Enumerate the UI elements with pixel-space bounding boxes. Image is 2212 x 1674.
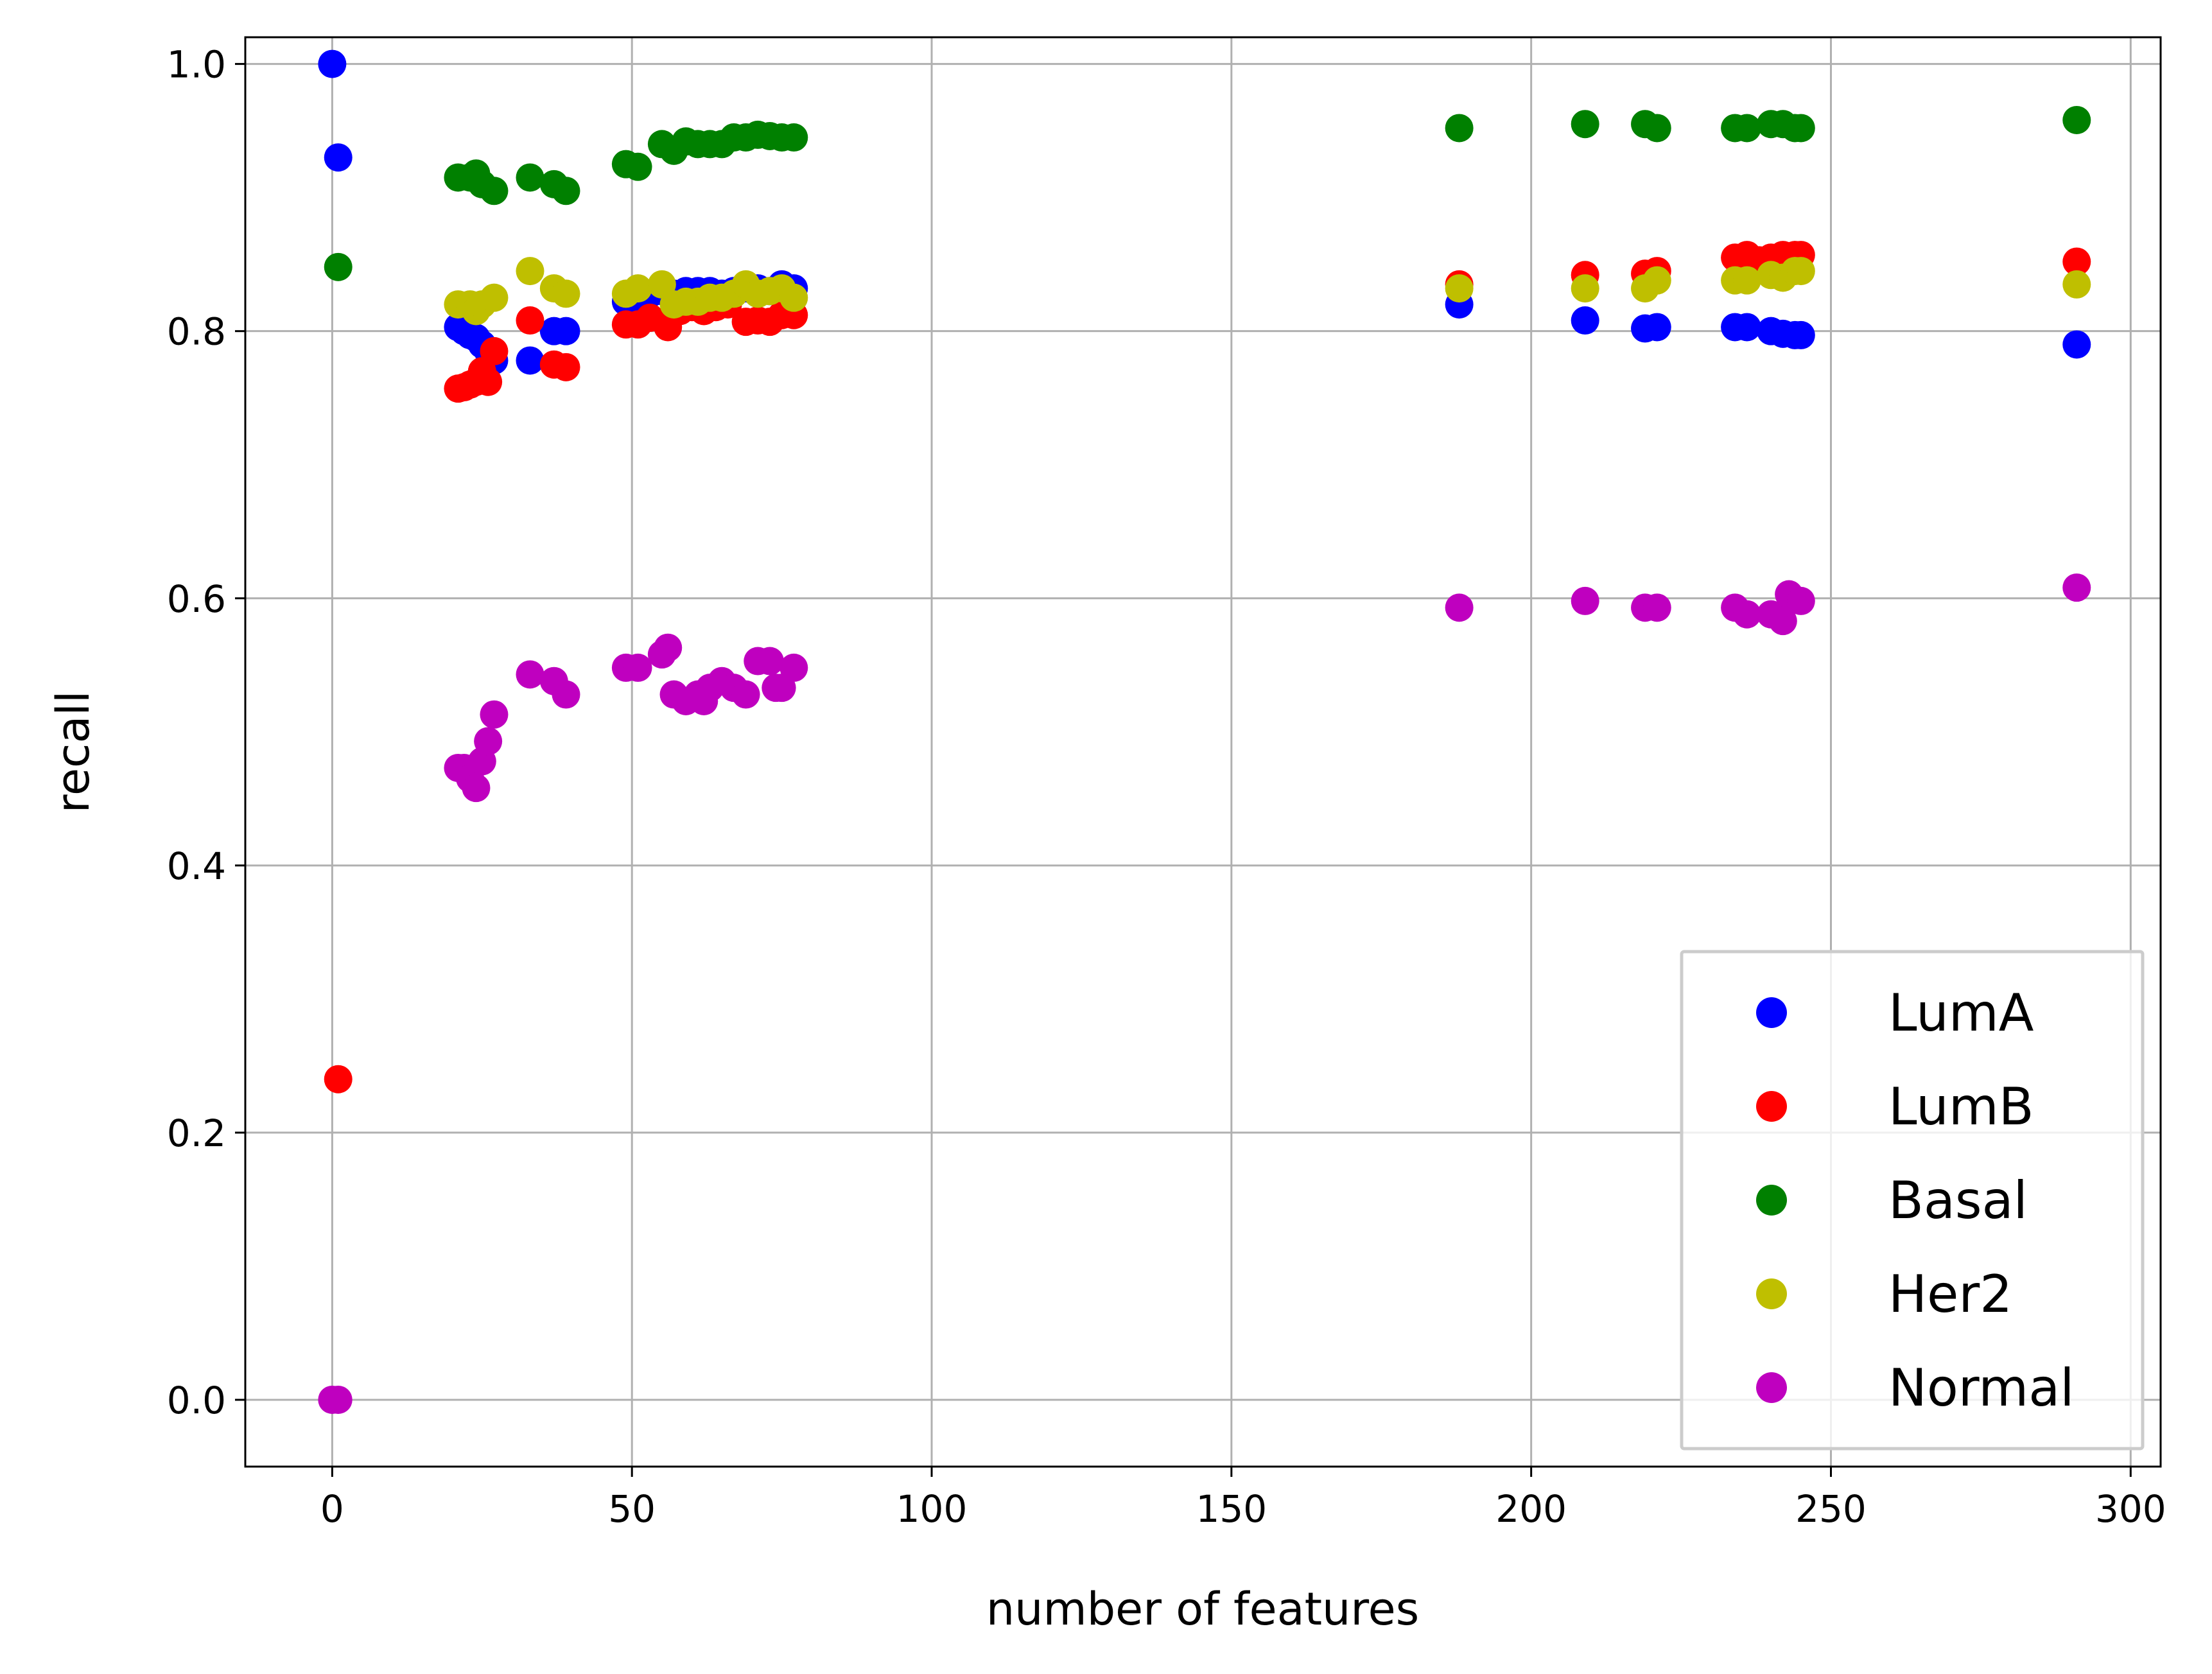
point-lumb	[2062, 247, 2091, 276]
point-luma	[1786, 320, 1815, 349]
point-her2	[1642, 266, 1671, 295]
point-her2	[516, 257, 544, 286]
point-her2	[1571, 274, 1599, 303]
legend-marker-basal	[1756, 1185, 1787, 1216]
point-basal	[552, 177, 580, 205]
point-basal	[1732, 114, 1761, 143]
point-luma	[2062, 330, 2091, 359]
plot-frame	[244, 36, 2162, 1468]
legend: LumA LumB Basal Her2 Normal	[1680, 950, 2145, 1451]
y-tick-label: 0.8	[167, 310, 226, 354]
legend-box	[1680, 950, 2145, 1451]
x-tick-label: 300	[2095, 1487, 2166, 1531]
point-normal	[623, 653, 652, 682]
legend-marker-luma	[1756, 997, 1787, 1028]
point-luma	[516, 346, 544, 375]
point-luma	[324, 143, 353, 172]
legend-label-luma: LumA	[1888, 983, 2034, 1043]
point-normal	[1571, 586, 1599, 615]
point-normal	[654, 633, 683, 662]
point-lumb	[474, 367, 503, 396]
point-normal	[1445, 593, 1474, 622]
x-axis-label: number of features	[986, 1583, 1419, 1635]
point-normal	[462, 774, 491, 803]
legend-marker-lumb	[1756, 1091, 1787, 1122]
point-her2	[2062, 270, 2091, 299]
point-her2	[480, 283, 509, 312]
legend-marker-her2	[1756, 1278, 1787, 1309]
point-basal	[1445, 114, 1474, 143]
point-normal	[480, 700, 509, 729]
grid-lines	[245, 37, 2161, 1467]
point-normal	[516, 660, 544, 689]
x-tick-label: 150	[1196, 1487, 1267, 1531]
y-tick-label: 1.0	[167, 43, 226, 87]
point-basal	[324, 252, 353, 281]
x-tick-label: 100	[896, 1487, 968, 1531]
legend-label-her2: Her2	[1888, 1264, 2012, 1324]
point-normal	[1768, 607, 1797, 636]
point-luma	[318, 49, 347, 78]
y-tick-label: 0.4	[167, 844, 226, 888]
point-normal	[731, 680, 760, 709]
point-normal	[779, 653, 808, 682]
y-tick-label: 0.0	[167, 1379, 226, 1422]
point-normal	[1732, 600, 1761, 629]
point-her2	[623, 274, 652, 303]
point-normal	[755, 647, 784, 676]
point-normal	[474, 727, 503, 756]
point-lumb	[516, 306, 544, 335]
point-lumb	[480, 336, 509, 365]
point-luma	[1732, 313, 1761, 342]
point-basal	[623, 152, 652, 181]
point-luma	[1571, 306, 1599, 335]
point-luma	[552, 317, 580, 345]
point-lumb	[552, 353, 580, 381]
point-normal	[2062, 573, 2091, 602]
x-tick-label: 0	[320, 1487, 344, 1531]
x-tick-label: 50	[608, 1487, 656, 1531]
point-her2	[1732, 266, 1761, 295]
legend-marker-normal	[1756, 1372, 1787, 1403]
legend-label-basal: Basal	[1888, 1171, 2028, 1230]
point-her2	[552, 279, 580, 308]
x-tick-label: 250	[1795, 1487, 1867, 1531]
axis-ticks: 0 50 100 150 200 250 300 0.0 0.2 0.4 0.6 0.8 1.0	[167, 43, 2166, 1531]
data-points	[318, 49, 2091, 1414]
y-axis-label: recall	[47, 691, 100, 814]
legend-label-normal: Normal	[1888, 1358, 2074, 1418]
point-her2	[1445, 274, 1474, 303]
point-basal	[2062, 105, 2091, 134]
y-tick-label: 0.6	[167, 577, 226, 621]
point-normal	[324, 1385, 353, 1414]
legend-label-lumb: LumB	[1888, 1077, 2034, 1137]
point-her2	[779, 283, 808, 312]
point-luma	[1642, 313, 1671, 342]
point-basal	[1786, 114, 1815, 143]
point-basal	[480, 177, 509, 205]
point-normal	[1786, 586, 1815, 615]
y-tick-label: 0.2	[167, 1112, 226, 1155]
point-normal	[1642, 593, 1671, 622]
point-lumb	[324, 1065, 353, 1094]
point-basal	[516, 163, 544, 192]
point-basal	[779, 123, 808, 152]
point-basal	[1642, 114, 1671, 143]
x-tick-label: 200	[1495, 1487, 1567, 1531]
point-basal	[1571, 110, 1599, 139]
point-her2	[1786, 257, 1815, 286]
point-normal	[552, 680, 580, 709]
